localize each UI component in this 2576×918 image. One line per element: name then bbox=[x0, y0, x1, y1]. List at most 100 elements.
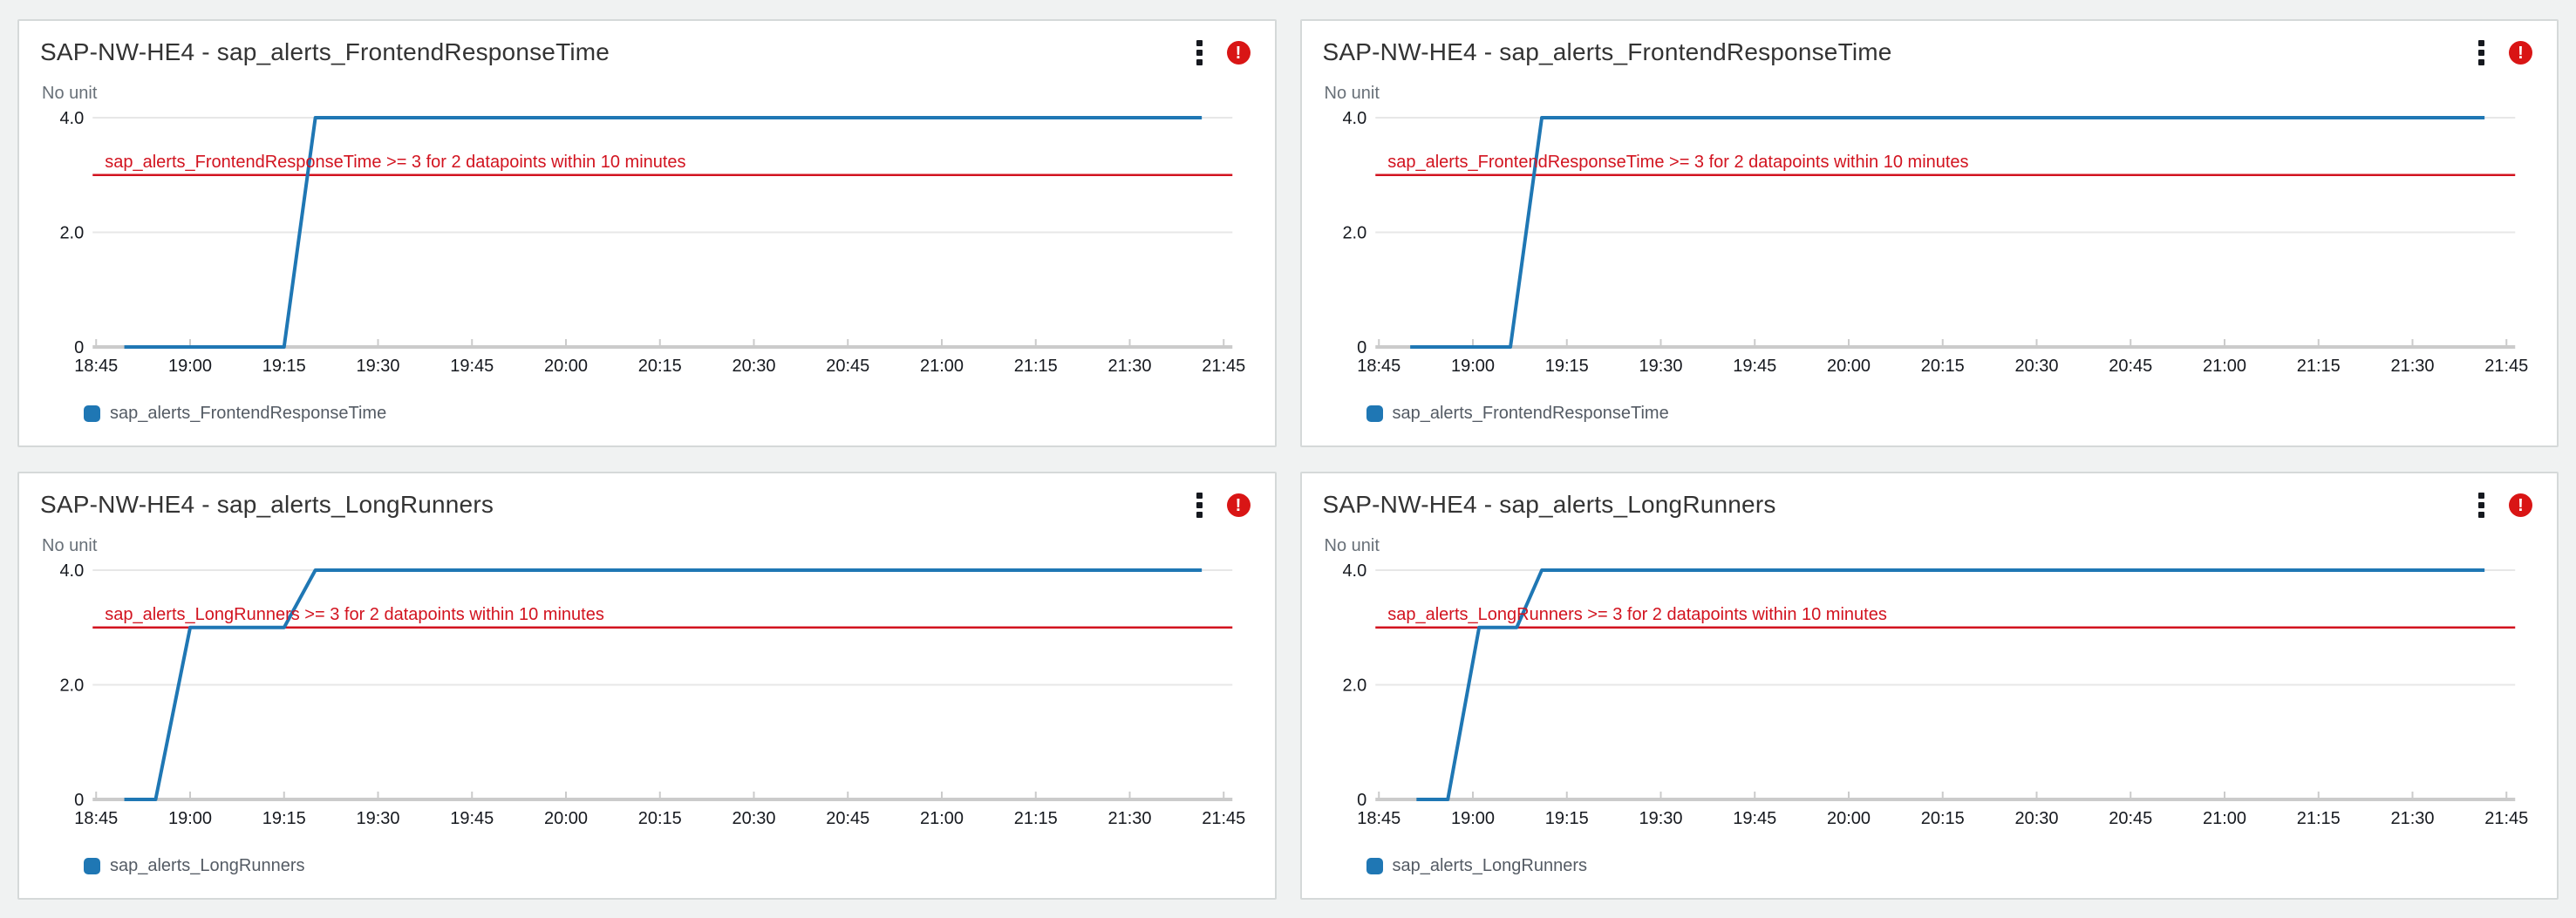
svg-text:21:30: 21:30 bbox=[2390, 357, 2434, 376]
legend-label: sap_alerts_FrontendResponseTime bbox=[1392, 404, 1669, 423]
legend-swatch-icon bbox=[1366, 405, 1383, 422]
svg-text:19:30: 19:30 bbox=[1639, 357, 1682, 376]
timeseries-chart[interactable]: 0 2.0 4.0 18:45 19:00 19:15 19:30 19:45 20:00 20:… bbox=[40, 561, 1254, 851]
svg-text:21:30: 21:30 bbox=[1107, 357, 1151, 376]
svg-text:sap_alerts_FrontendResponseTim: sap_alerts_FrontendResponseTime >= 3 for… bbox=[105, 153, 685, 172]
svg-text:4.0: 4.0 bbox=[1342, 109, 1366, 128]
alarm-exclamation-icon[interactable]: ! bbox=[2509, 41, 2532, 65]
svg-text:20:00: 20:00 bbox=[544, 357, 588, 376]
svg-text:20:00: 20:00 bbox=[1826, 809, 1870, 828]
timeseries-chart[interactable]: 0 2.0 4.0 18:45 19:00 19:15 19:30 19:45 20:00 20:… bbox=[1323, 109, 2537, 398]
svg-text:21:45: 21:45 bbox=[2484, 357, 2528, 376]
widget-header: SAP-NW-HE4 - sap_alerts_LongRunners ! bbox=[40, 486, 1254, 524]
kebab-menu-icon[interactable] bbox=[2477, 491, 2486, 520]
header-actions: ! bbox=[1195, 486, 1254, 520]
svg-text:20:45: 20:45 bbox=[826, 357, 869, 376]
svg-text:18:45: 18:45 bbox=[74, 357, 118, 376]
legend-label: sap_alerts_FrontendResponseTime bbox=[110, 404, 387, 423]
chart-legend[interactable]: sap_alerts_LongRunners bbox=[1366, 856, 2537, 876]
svg-text:sap_alerts_LongRunners >= 3 fo: sap_alerts_LongRunners >= 3 for 2 datapo… bbox=[105, 605, 604, 624]
alarm-widget-frontend-response-time-1: SAP-NW-HE4 - sap_alerts_FrontendResponse… bbox=[17, 19, 1277, 447]
timeseries-chart[interactable]: 0 2.0 4.0 18:45 19:00 19:15 19:30 19:45 20:00 20:… bbox=[40, 109, 1254, 398]
svg-text:19:00: 19:00 bbox=[168, 357, 212, 376]
svg-text:19:15: 19:15 bbox=[1544, 809, 1588, 828]
chart-legend[interactable]: sap_alerts_LongRunners bbox=[84, 856, 1254, 876]
svg-text:19:45: 19:45 bbox=[450, 809, 494, 828]
alarm-exclamation-icon[interactable]: ! bbox=[2509, 493, 2532, 517]
chart-legend[interactable]: sap_alerts_FrontendResponseTime bbox=[84, 404, 1254, 424]
svg-text:20:45: 20:45 bbox=[826, 809, 869, 828]
svg-text:19:15: 19:15 bbox=[262, 809, 306, 828]
legend-swatch-icon bbox=[84, 858, 100, 874]
svg-text:21:30: 21:30 bbox=[2390, 809, 2434, 828]
timeseries-chart[interactable]: 0 2.0 4.0 18:45 19:00 19:15 19:30 19:45 20:00 20:… bbox=[1323, 561, 2537, 851]
svg-text:21:15: 21:15 bbox=[2296, 809, 2340, 828]
header-actions: ! bbox=[2477, 33, 2536, 67]
svg-text:19:00: 19:00 bbox=[168, 809, 212, 828]
legend-label: sap_alerts_LongRunners bbox=[1392, 856, 1588, 875]
svg-text:18:45: 18:45 bbox=[1357, 357, 1400, 376]
svg-text:20:45: 20:45 bbox=[2109, 357, 2152, 376]
legend-label: sap_alerts_LongRunners bbox=[110, 856, 305, 875]
svg-text:21:00: 21:00 bbox=[920, 809, 964, 828]
svg-text:21:00: 21:00 bbox=[920, 357, 964, 376]
legend-swatch-icon bbox=[84, 405, 100, 422]
svg-text:20:45: 20:45 bbox=[2109, 809, 2152, 828]
svg-text:21:45: 21:45 bbox=[1202, 357, 1245, 376]
alarm-exclamation-icon[interactable]: ! bbox=[1226, 493, 1251, 517]
unit-label: No unit bbox=[1324, 84, 1380, 103]
svg-text:21:15: 21:15 bbox=[1014, 809, 1058, 828]
svg-text:19:30: 19:30 bbox=[356, 357, 399, 376]
svg-text:18:45: 18:45 bbox=[1357, 809, 1400, 828]
svg-text:2.0: 2.0 bbox=[1342, 677, 1366, 696]
svg-text:20:15: 20:15 bbox=[1920, 809, 1964, 828]
svg-text:21:15: 21:15 bbox=[1014, 357, 1058, 376]
widget-header: SAP-NW-HE4 - sap_alerts_FrontendResponse… bbox=[1323, 33, 2537, 71]
kebab-menu-icon[interactable] bbox=[1195, 38, 1204, 67]
svg-text:0: 0 bbox=[1357, 338, 1366, 357]
svg-text:0: 0 bbox=[74, 338, 84, 357]
alarm-widget-frontend-response-time-2: SAP-NW-HE4 - sap_alerts_FrontendResponse… bbox=[1299, 19, 2559, 447]
svg-text:20:30: 20:30 bbox=[2014, 357, 2058, 376]
svg-text:19:45: 19:45 bbox=[450, 357, 494, 376]
kebab-menu-icon[interactable] bbox=[1195, 491, 1204, 520]
widget-title: SAP-NW-HE4 - sap_alerts_LongRunners bbox=[40, 491, 494, 518]
svg-text:19:30: 19:30 bbox=[1639, 809, 1682, 828]
svg-text:2.0: 2.0 bbox=[59, 224, 84, 243]
svg-text:20:30: 20:30 bbox=[2014, 809, 2058, 828]
unit-label: No unit bbox=[42, 536, 98, 555]
svg-text:21:45: 21:45 bbox=[1202, 809, 1245, 828]
svg-text:21:30: 21:30 bbox=[1107, 809, 1151, 828]
svg-text:20:15: 20:15 bbox=[638, 357, 682, 376]
svg-text:sap_alerts_LongRunners >= 3 fo: sap_alerts_LongRunners >= 3 for 2 datapo… bbox=[1387, 605, 1887, 624]
svg-text:19:15: 19:15 bbox=[262, 357, 306, 376]
widget-title: SAP-NW-HE4 - sap_alerts_FrontendResponse… bbox=[40, 38, 610, 65]
svg-text:21:00: 21:00 bbox=[2202, 809, 2245, 828]
svg-text:19:00: 19:00 bbox=[1450, 357, 1494, 376]
svg-text:20:30: 20:30 bbox=[732, 809, 775, 828]
svg-text:21:45: 21:45 bbox=[2484, 809, 2528, 828]
alarm-exclamation-icon[interactable]: ! bbox=[1226, 41, 1251, 65]
svg-text:19:00: 19:00 bbox=[1450, 809, 1494, 828]
dashboard-grid: SAP-NW-HE4 - sap_alerts_FrontendResponse… bbox=[17, 19, 2559, 900]
header-actions: ! bbox=[1195, 33, 1254, 67]
legend-swatch-icon bbox=[1366, 858, 1383, 874]
svg-text:2.0: 2.0 bbox=[1342, 224, 1366, 243]
svg-text:0: 0 bbox=[74, 791, 84, 810]
widget-title: SAP-NW-HE4 - sap_alerts_LongRunners bbox=[1322, 491, 1776, 518]
svg-text:21:15: 21:15 bbox=[2296, 357, 2340, 376]
chart-legend[interactable]: sap_alerts_FrontendResponseTime bbox=[1366, 404, 2537, 424]
svg-text:4.0: 4.0 bbox=[1342, 561, 1366, 581]
svg-text:sap_alerts_FrontendResponseTim: sap_alerts_FrontendResponseTime >= 3 for… bbox=[1387, 153, 1968, 172]
widget-title: SAP-NW-HE4 - sap_alerts_FrontendResponse… bbox=[1322, 38, 1892, 65]
svg-text:19:45: 19:45 bbox=[1733, 357, 1776, 376]
svg-text:4.0: 4.0 bbox=[59, 109, 84, 128]
svg-text:20:00: 20:00 bbox=[544, 809, 588, 828]
widget-header: SAP-NW-HE4 - sap_alerts_LongRunners ! bbox=[1323, 486, 2537, 524]
svg-text:4.0: 4.0 bbox=[59, 561, 84, 581]
header-actions: ! bbox=[2477, 486, 2536, 520]
unit-label: No unit bbox=[42, 84, 98, 103]
kebab-menu-icon[interactable] bbox=[2477, 38, 2486, 67]
svg-text:20:15: 20:15 bbox=[1920, 357, 1964, 376]
svg-text:18:45: 18:45 bbox=[74, 809, 118, 828]
